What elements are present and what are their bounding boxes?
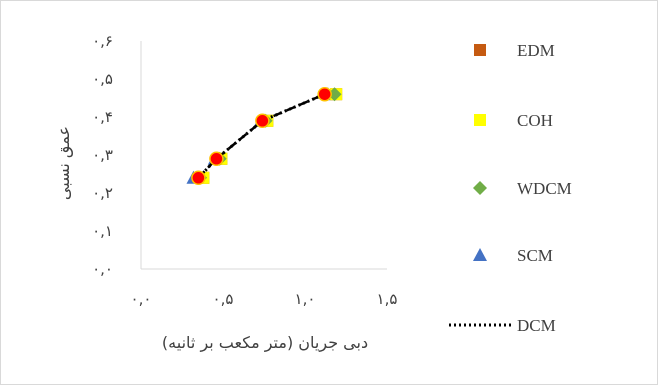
- x-axis-title: دبی جریان (متر مکعب بر ثانیه): [162, 333, 368, 353]
- x-tick-label: ۱,۰: [295, 290, 316, 308]
- y-tick-label: ۰,۶: [92, 32, 113, 50]
- legend-label-dcm: DCM: [517, 316, 556, 335]
- x-tick-label: ۰,۰: [131, 290, 152, 308]
- legend-symbol-wdcm: [473, 181, 487, 195]
- legend-label-scm: SCM: [517, 246, 553, 265]
- legend-symbol-edm: [474, 44, 486, 56]
- legend: EDM COH WDCM SCM DCM: [449, 41, 572, 335]
- overlay-circle-point: [191, 170, 206, 186]
- overlay-circle-point: [317, 86, 332, 102]
- x-tick-label: ۱,۵: [377, 290, 398, 308]
- legend-label-wdcm: WDCM: [517, 179, 572, 198]
- y-axis-title: عمق نسبی: [54, 126, 74, 200]
- legend-symbol-coh: [474, 114, 486, 126]
- y-tick-label: ۰,۰: [92, 260, 113, 278]
- overlay-dashed-line: [197, 93, 326, 179]
- legend-symbol-scm: [473, 248, 487, 261]
- y-tick-label: ۰,۵: [92, 70, 113, 88]
- legend-label-coh: COH: [517, 111, 553, 130]
- y-tick-label: ۰,۱: [92, 222, 113, 240]
- overlay-circle-point: [255, 113, 270, 129]
- x-tick-label: ۰,۵: [213, 290, 234, 308]
- plot-area: ۰,۰ ۰,۱ ۰,۲ ۰,۳ ۰,۴ ۰,۵ ۰,۶ ۰,۰ ۰,۵ ۱,۰ ۱,۵: [92, 32, 397, 308]
- y-tick-label: ۰,۳: [92, 146, 113, 164]
- legend-label-edm: EDM: [517, 41, 555, 60]
- y-tick-label: ۰,۲: [92, 184, 113, 202]
- overlay-circle-point: [209, 151, 224, 167]
- y-tick-label: ۰,۴: [92, 108, 113, 126]
